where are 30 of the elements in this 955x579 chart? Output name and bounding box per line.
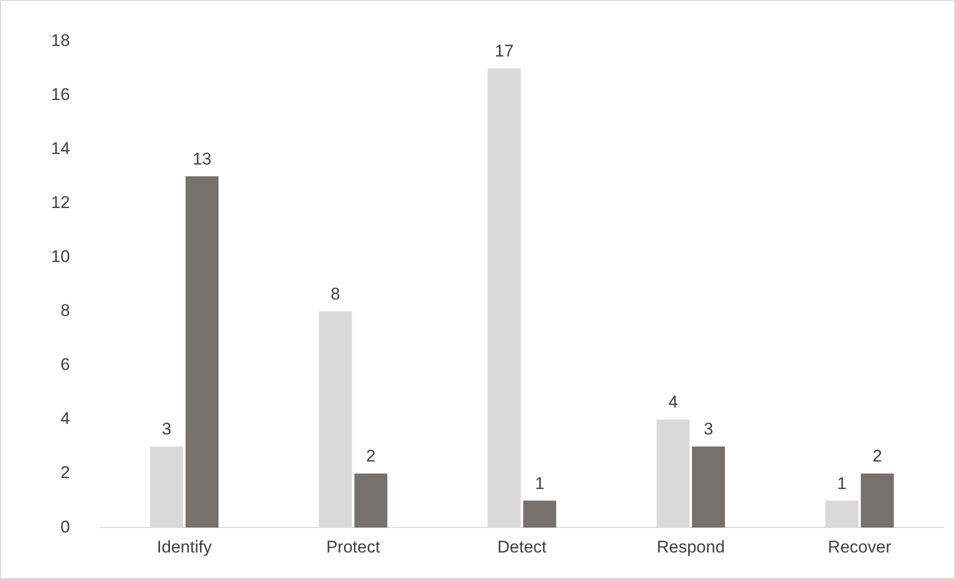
bar [523,500,556,528]
bar [186,176,219,528]
data-label: 13 [192,150,212,168]
bar [860,474,894,528]
y-tick-label: 16 [50,84,70,104]
y-tick-label: 6 [60,355,70,374]
x-tick-label: Detect [497,537,547,556]
y-tick-label: 12 [50,193,70,212]
bar [692,446,725,528]
data-label: 2 [872,446,882,466]
data-label: 3 [162,420,172,439]
y-tick-label: 0 [60,517,70,536]
data-label: 4 [668,392,678,412]
y-tick-label: 8 [60,301,70,320]
y-tick-label: 18 [50,30,70,50]
x-tick-label: Protect [326,537,380,556]
bar [354,474,388,528]
y-tick-label: 4 [60,409,70,428]
data-label: 1 [534,474,544,493]
data-label: 1 [837,474,847,493]
data-label: 8 [330,284,340,304]
data-label: 2 [366,446,376,466]
x-tick-label: Respond [656,537,725,556]
data-label: 17 [494,41,514,60]
x-tick-label: Recover [828,537,892,556]
y-tick-label: 10 [50,247,70,266]
x-tick-label: Identify [156,537,212,556]
y-tick-label: 2 [60,463,70,482]
y-tick-label: 14 [50,138,70,158]
data-label: 3 [704,420,714,439]
